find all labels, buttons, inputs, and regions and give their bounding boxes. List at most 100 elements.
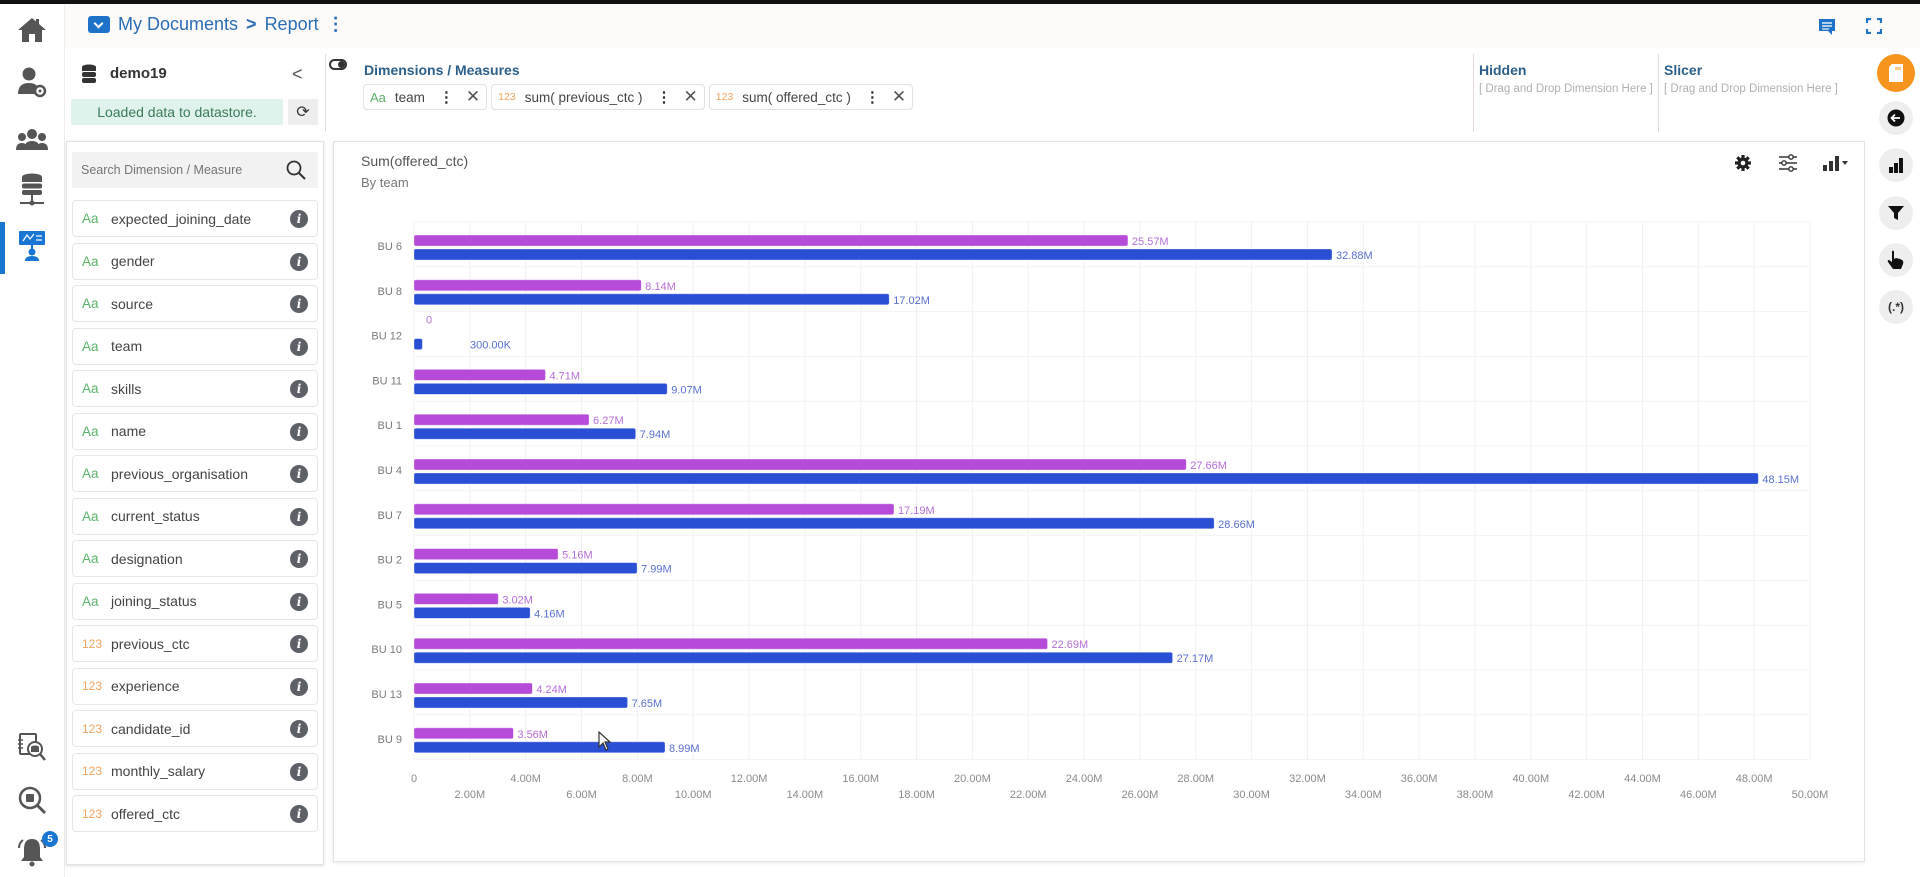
hidden-zone[interactable]: Hidden [ Drag and Drop Dimension Here ]	[1473, 54, 1653, 132]
info-icon[interactable]: i	[290, 252, 308, 271]
chip-label: sum( offered_ctc )	[742, 89, 851, 105]
field-chip[interactable]: 123 sum( offered_ctc ) ⋮ ✕	[708, 84, 914, 110]
folder-icon[interactable]	[88, 16, 110, 33]
chart-switch-icon[interactable]	[1822, 152, 1850, 174]
refresh-button[interactable]: ⟳	[288, 99, 318, 125]
data-label: 3.02M	[502, 594, 533, 606]
info-icon[interactable]: i	[290, 635, 308, 653]
regex-icon[interactable]: (.*)	[1879, 290, 1913, 324]
users-group-icon[interactable]	[14, 122, 50, 158]
data-label: 0	[426, 315, 432, 327]
slicer-zone[interactable]: Slicer [ Drag and Drop Dimension Here ]	[1658, 54, 1838, 132]
chip-close-icon[interactable]: ✕	[683, 87, 698, 106]
info-icon[interactable]: i	[290, 337, 308, 356]
data-label: 28.66M	[1218, 519, 1255, 531]
bar-offered-ctc	[413, 248, 1333, 261]
field-chip[interactable]: Aa team ⋮ ✕	[363, 84, 488, 110]
data-label: 27.66M	[1190, 460, 1227, 472]
field-item[interactable]: Aa gender i	[72, 242, 318, 280]
field-item[interactable]: 123 experience i	[72, 667, 318, 705]
back-icon[interactable]	[1879, 101, 1913, 135]
field-item[interactable]: 123 candidate_id i	[72, 710, 318, 747]
properties-icon[interactable]	[1877, 54, 1915, 92]
breadcrumb-my-documents[interactable]: My Documents	[118, 14, 239, 34]
breadcrumb: My Documents > Report ⋮	[88, 14, 345, 35]
chip-menu-icon[interactable]: ⋮	[656, 89, 672, 106]
field-item[interactable]: Aa source i	[72, 285, 318, 322]
field-item[interactable]: Aa name i	[72, 412, 318, 450]
settings-icon[interactable]	[1734, 152, 1752, 174]
field-item[interactable]: Aa team i	[72, 327, 318, 365]
chip-menu-icon[interactable]: ⋮	[864, 89, 880, 106]
dimension-type-icon: Aa	[82, 593, 99, 609]
data-label: 7.65M	[632, 698, 663, 710]
database-icon	[81, 64, 97, 89]
data-label: 4.16M	[534, 608, 565, 620]
x-tick-label: 36.00M	[1401, 773, 1438, 785]
field-item[interactable]: 123 previous_ctc i	[72, 625, 318, 662]
field-item[interactable]: Aa expected_joining_date i	[72, 200, 318, 237]
interaction-icon[interactable]	[1879, 243, 1913, 277]
data-label: 7.94M	[640, 429, 671, 441]
bar-offered-ctc	[413, 338, 423, 351]
notification-bell-icon[interactable]	[14, 834, 50, 870]
field-item[interactable]: 123 offered_ctc i	[72, 795, 318, 832]
hidden-zone-hint: [ Drag and Drop Dimension Here ]	[1479, 83, 1653, 95]
category-label: BU 13	[371, 689, 402, 701]
field-label: monthly_salary	[111, 763, 206, 779]
x-tick-label: 8.00M	[622, 773, 653, 785]
query-search-icon[interactable]	[14, 782, 50, 818]
field-item[interactable]: Aa skills i	[72, 370, 318, 407]
bar-previous-ctc	[413, 548, 559, 561]
data-label: 3.56M	[517, 729, 548, 741]
hidden-zone-title: Hidden	[1479, 62, 1527, 78]
info-icon[interactable]: i	[290, 805, 308, 823]
chip-close-icon[interactable]: ✕	[891, 87, 907, 106]
category-label: BU 7	[378, 510, 402, 522]
user-settings-icon[interactable]	[14, 64, 50, 100]
fullscreen-icon[interactable]	[1865, 17, 1884, 36]
info-icon[interactable]: i	[290, 592, 308, 611]
field-item[interactable]: Aa joining_status i	[72, 582, 318, 620]
info-icon[interactable]: i	[290, 550, 308, 568]
x-tick-label: 16.00M	[842, 773, 879, 785]
data-center-icon[interactable]	[14, 172, 50, 208]
info-icon[interactable]: i	[290, 677, 308, 696]
bar-previous-ctc	[413, 727, 514, 740]
info-icon[interactable]: i	[290, 720, 308, 738]
x-tick-label: 28.00M	[1177, 773, 1214, 785]
bar-offered-ctc	[413, 427, 637, 440]
home-icon[interactable]	[14, 12, 50, 48]
dashboard-designer-icon[interactable]	[14, 228, 50, 264]
field-item[interactable]: Aa current_status i	[72, 497, 318, 535]
info-icon[interactable]: i	[290, 422, 308, 441]
info-icon[interactable]: i	[290, 507, 308, 526]
chip-menu-icon[interactable]: ⋮	[438, 89, 454, 106]
info-icon[interactable]: i	[290, 465, 308, 483]
search-input[interactable]	[81, 163, 281, 177]
category-label: BU 8	[378, 286, 402, 298]
report-menu-icon[interactable]: ⋮	[326, 14, 345, 34]
data-search-icon[interactable]	[14, 729, 50, 765]
field-item[interactable]: Aa previous_organisation i	[72, 455, 318, 492]
chart-type-icon[interactable]	[1879, 148, 1913, 182]
toggle-icon[interactable]	[329, 59, 347, 70]
comment-icon[interactable]	[1818, 18, 1836, 36]
info-icon[interactable]: i	[290, 762, 308, 781]
filter-icon[interactable]	[1879, 196, 1913, 230]
x-tick-label: 0	[411, 773, 417, 785]
data-label: 17.19M	[898, 505, 935, 517]
info-icon[interactable]: i	[290, 295, 308, 313]
info-icon[interactable]: i	[290, 210, 308, 228]
adjust-icon[interactable]	[1778, 152, 1798, 174]
field-item[interactable]: Aa designation i	[72, 540, 318, 577]
breadcrumb-report[interactable]: Report	[264, 14, 319, 34]
collapse-panel-button[interactable]: <	[292, 64, 303, 84]
field-chip[interactable]: 123 sum( previous_ctc ) ⋮ ✕	[491, 84, 705, 110]
search-icon[interactable]	[286, 160, 306, 185]
chip-close-icon[interactable]: ✕	[465, 87, 481, 106]
field-item[interactable]: 123 monthly_salary i	[72, 752, 318, 790]
data-label: 5.16M	[562, 550, 593, 562]
info-icon[interactable]: i	[290, 380, 308, 398]
left-nav: 5	[0, 4, 65, 877]
